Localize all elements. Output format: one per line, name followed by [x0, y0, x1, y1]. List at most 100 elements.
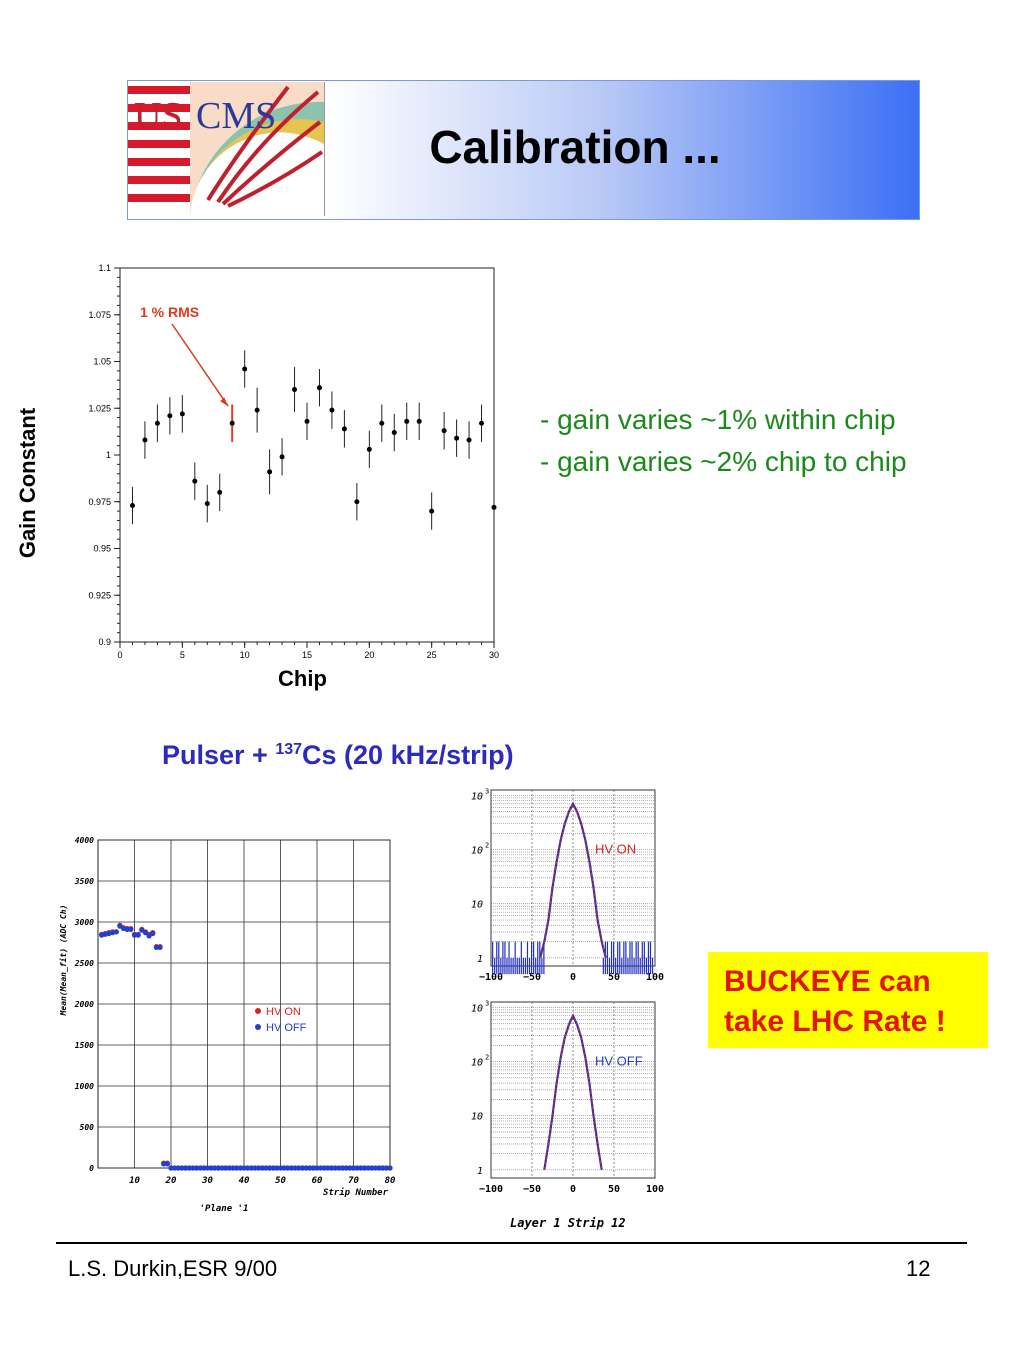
strip-point — [124, 926, 130, 932]
strip-point — [142, 930, 149, 936]
strip-point-flat — [241, 1165, 247, 1171]
strip-point-flat — [219, 1165, 225, 1171]
x-tick-label: 80 — [385, 1176, 396, 1186]
x-tick-label: −50 — [523, 1184, 541, 1195]
strip-point — [164, 1161, 170, 1167]
arrow-head — [220, 397, 229, 407]
data-point — [217, 489, 223, 495]
section-title-sup: 137 — [275, 741, 303, 758]
x-tick-label: 30 — [489, 650, 499, 658]
strip-point-flat — [263, 1165, 269, 1171]
data-point — [129, 502, 135, 508]
strip-point-flat — [190, 1165, 196, 1171]
y-tick-sup: 2 — [485, 842, 489, 850]
data-point — [304, 418, 310, 424]
data-point — [354, 499, 360, 505]
callout-box — [708, 952, 988, 1048]
data-point — [416, 418, 422, 424]
y-tick-label: 1 — [477, 954, 483, 965]
y-tick-label: 0.975 — [88, 497, 111, 507]
strip-point — [150, 930, 156, 937]
plot-frame — [119, 267, 495, 643]
data-point — [192, 478, 198, 484]
x-tick-label: 20 — [364, 650, 374, 658]
x-tick-label: 50 — [608, 1184, 620, 1195]
strip-point — [157, 944, 163, 951]
data-point — [341, 426, 347, 432]
strip-point-flat — [285, 1165, 291, 1171]
footer-author: L.S. Durkin,ESR 9/00 — [68, 1256, 278, 1281]
strip-point-flat — [339, 1165, 346, 1171]
x-tick-label: −100 — [479, 1184, 503, 1195]
fit-curve — [543, 1014, 603, 1170]
annotation-arrow — [171, 323, 229, 407]
note-line-2: - gain varies ~2% chip to chip — [540, 446, 907, 477]
strip-point-flat — [230, 1165, 236, 1171]
y-tick-label: 4000 — [75, 836, 94, 845]
strip-point-flat — [245, 1165, 251, 1171]
x-tick-label: −100 — [479, 972, 503, 983]
strip-point-flat — [223, 1165, 229, 1171]
strip-point-flat — [350, 1165, 357, 1171]
uscms-logo — [128, 82, 325, 216]
data-point — [154, 420, 160, 426]
data-point — [179, 411, 185, 417]
strip-point-flat — [387, 1165, 393, 1171]
data-point — [491, 504, 497, 510]
footer-divider — [56, 1242, 967, 1244]
x-tick-label: 70 — [348, 1176, 359, 1186]
y-tick-label: 0 — [89, 1164, 94, 1173]
data-point — [204, 501, 210, 507]
section-title-prefix: Pulser + — [162, 740, 276, 770]
data-point — [441, 428, 447, 434]
strip-point-flat — [329, 1165, 335, 1171]
data-point — [366, 446, 372, 452]
y-tick-label: 1000 — [75, 1082, 94, 1091]
data-point — [454, 435, 460, 441]
logo-cms-text: CMS — [196, 95, 277, 137]
logo-graphic — [128, 82, 324, 216]
section-title-suffix: Cs (20 kHz/strip) — [302, 740, 514, 770]
data-point — [229, 420, 235, 426]
y-tick-label: 500 — [80, 1123, 95, 1132]
strip-point-flat — [226, 1165, 232, 1171]
strip-point-flat — [336, 1165, 342, 1171]
data-point — [254, 407, 260, 413]
strip-point-flat — [307, 1165, 313, 1171]
x-tick-label: 50 — [275, 1176, 286, 1186]
data-point — [316, 385, 322, 391]
strip-point-flat — [193, 1165, 200, 1171]
strip-point — [117, 923, 123, 929]
data-point — [404, 418, 410, 424]
gain-chart: 0.9 0.925 0.95 0.975 1 1.025 1.05 1.075 1.1 0 5 10 1… — [88, 263, 499, 658]
y-tick-label: 1.1 — [98, 263, 111, 273]
strip-point — [139, 927, 145, 933]
y-tick-label: 10 — [471, 1003, 483, 1014]
y-tick-label: 10 — [471, 791, 483, 802]
section-title: Pulser + 137Cs (20 kHz/strip) — [162, 740, 514, 771]
data-point — [142, 437, 148, 443]
hist-label: HV OFF — [595, 1053, 643, 1068]
strip-xlabel: Strip Number — [323, 1187, 389, 1198]
strip-point-flat — [354, 1165, 360, 1171]
x-tick-label: 60 — [312, 1176, 323, 1186]
y-tick-sup: 2 — [485, 1054, 489, 1062]
strip-point-flat — [168, 1165, 174, 1171]
rms-annotation: 1 % RMS — [140, 304, 199, 320]
data-point — [329, 407, 335, 413]
callout-line-1: BUCKEYE can — [724, 965, 931, 998]
legend-label: HV OFF — [266, 1022, 307, 1034]
strip-ylabel: Mean(Mean_fit) (ADC Ch) — [58, 905, 68, 1017]
x-tick-label: 100 — [646, 972, 664, 983]
strip-point-flat — [380, 1165, 386, 1171]
strip-point-flat — [172, 1165, 178, 1171]
hist-caption: Layer 1 Strip 12 — [510, 1216, 626, 1230]
data-point — [479, 420, 485, 426]
y-tick-label: 10 — [471, 900, 483, 911]
gain-ylabel: Gain Constant — [15, 407, 40, 559]
x-tick-label: 10 — [129, 1176, 140, 1186]
strip-point-flat — [321, 1165, 327, 1171]
y-tick-sup: 3 — [485, 999, 489, 1007]
